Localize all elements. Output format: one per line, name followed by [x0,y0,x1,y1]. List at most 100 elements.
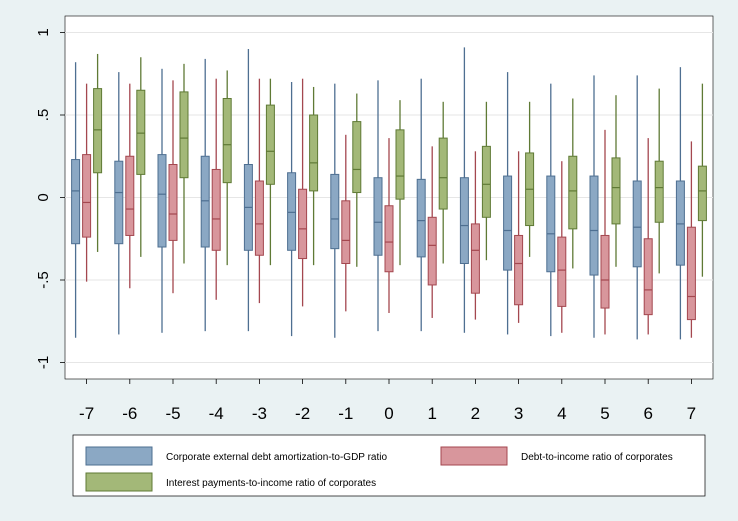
box-item [459,47,469,333]
y-axis: -1 -.5 0 .5 1 [35,28,65,369]
box-rect [470,223,480,294]
x-tick-label: 0 [384,404,393,423]
box-item [298,78,308,307]
box-item [114,72,124,335]
box-item [697,83,707,277]
x-tick-label: -5 [165,404,180,423]
box-rect [654,160,664,223]
box-rect [341,200,351,265]
box-item [93,53,103,252]
box-item [309,86,319,266]
box-item [200,58,210,332]
legend-item: Corporate external debt amortization-to-… [85,446,387,466]
box-rect [514,234,524,306]
box-item [136,57,146,257]
box-item [384,138,394,313]
x-tick-label: 4 [557,404,566,423]
box-item [568,98,578,269]
box-rect [611,157,621,225]
box-rect [93,88,103,174]
box-rect [309,114,319,192]
box-rect [373,177,383,256]
box-rect [416,178,426,258]
box-rect [632,180,642,268]
box-item [600,129,610,335]
box-item [675,67,685,340]
box-rect [427,216,437,286]
box-item [514,151,524,323]
x-tick-label: 5 [600,404,609,423]
x-tick-label: 2 [471,404,480,423]
legend-item: Debt-to-income ratio of corporates [440,446,673,466]
box-item [438,101,448,264]
box-rect [168,164,178,241]
box-item [82,83,92,282]
y-tick-label: .5 [35,109,52,122]
box-item [525,101,535,257]
x-tick-label: 6 [643,404,652,423]
x-tick-label: 1 [427,404,436,423]
box-item [352,93,362,267]
box-rect [222,98,232,184]
x-tick-label: -7 [79,404,94,423]
box-item [416,78,426,332]
box-rect [686,226,696,321]
legend-swatch [440,446,508,466]
box-item [157,68,167,333]
legend-label: Interest payments-to-income ratio of cor… [166,478,376,489]
box-item [211,78,221,300]
box-rect [600,234,610,309]
box-rect [459,177,469,264]
box-item [643,138,653,335]
box-rect [82,154,92,238]
box-rect [211,168,221,251]
box-item [503,72,513,335]
y-tick-label: -1 [35,356,52,369]
legend-box [72,434,706,497]
box-rect [287,172,297,251]
box-item [589,75,599,338]
box-rect [200,155,210,248]
box-rect [125,155,135,236]
box-rect [179,91,189,179]
legend-item: Interest payments-to-income ratio of cor… [85,472,376,492]
box-rect [136,89,146,175]
legend-swatch [85,472,153,492]
box-item [557,161,567,333]
x-tick-label: -1 [338,404,353,423]
y-tick-label: 0 [35,193,52,201]
y-tick-label: 1 [35,28,52,36]
box-item [395,100,405,266]
box-item [243,49,253,332]
x-tick-label: -4 [209,404,224,423]
box-item [470,151,480,320]
box-rect [503,175,513,271]
box-rect [254,180,264,256]
box-rect [330,173,340,250]
legend: Corporate external debt amortization-to-… [85,446,673,492]
box-item [654,88,664,274]
box-rect [675,180,685,266]
box-item [254,78,264,304]
box-rect [157,154,167,248]
box-rect [568,155,578,230]
box-rect [481,145,491,218]
box-item [265,78,275,266]
box-rect [298,188,308,260]
box-item [481,101,491,261]
box-item [632,75,642,340]
box-rect [384,205,394,273]
box-item [222,70,232,266]
x-axis: -7 -6 -5 -4 -3 -2 -1 0 1 2 3 4 5 6 7 [79,379,696,423]
y-tick-label: -.5 [35,271,52,289]
legend-swatch [85,446,153,466]
box-rect [71,159,81,245]
x-tick-label: 3 [514,404,523,423]
box-rect [557,236,567,307]
box-item [125,83,135,289]
box-item [686,141,696,338]
box-item [546,83,556,337]
box-rect [697,165,707,222]
box-item [341,134,351,312]
